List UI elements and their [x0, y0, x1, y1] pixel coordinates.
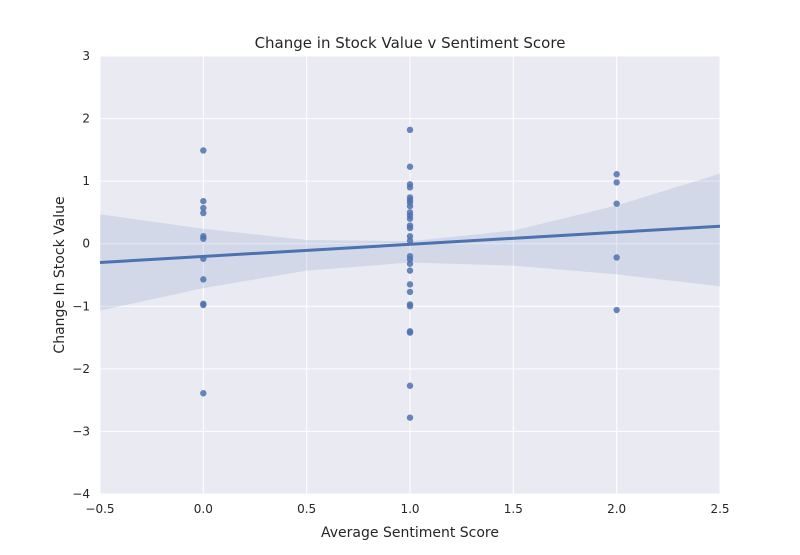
data-point: [406, 267, 414, 274]
data-point: [613, 171, 620, 178]
x-tick-label: 0.0: [194, 502, 213, 516]
data-point: [613, 306, 620, 314]
x-tick-label: 2.0: [607, 502, 626, 516]
tick-labels: −0.5 0.0 0.5 1.0 1.5 2.0 2.5 −4 −3 −2 −1 0 1 2 3: [72, 49, 729, 516]
data-point: [406, 184, 414, 191]
y-tick-label: −2: [72, 362, 90, 376]
regression-line-layer: [99, 224, 721, 264]
data-point: [200, 204, 207, 212]
data-point: [200, 301, 207, 309]
y-tick-label: 0: [82, 237, 90, 251]
data-points: [200, 126, 620, 421]
data-point: [613, 254, 620, 261]
data-point: [406, 215, 414, 222]
y-tick-label: −1: [72, 299, 90, 313]
y-tick-label: −4: [72, 487, 90, 501]
data-point: [200, 235, 207, 242]
data-point: [406, 329, 414, 336]
data-point: [406, 288, 414, 296]
x-tick-label: 2.5: [710, 502, 729, 516]
data-point: [406, 382, 414, 389]
data-point: [613, 179, 620, 186]
data-point: [406, 303, 414, 310]
x-tick-label: 1.0: [400, 502, 419, 516]
data-point: [406, 224, 414, 232]
data-point: [406, 256, 414, 263]
x-axis-label: Average Sentiment Score: [321, 525, 499, 541]
data-point: [406, 260, 414, 267]
y-tick-label: −3: [72, 424, 90, 438]
data-point: [200, 390, 207, 397]
y-axis-label: Change In Stock Value: [52, 196, 68, 353]
data-point: [200, 147, 207, 154]
x-tick-label: 0.5: [297, 502, 316, 516]
data-point: [406, 163, 414, 170]
data-point: [406, 202, 414, 210]
data-point: [200, 209, 207, 217]
x-tick-label: 1.5: [504, 502, 523, 516]
data-point: [406, 414, 414, 421]
data-point: [406, 281, 414, 288]
data-point: [200, 276, 207, 283]
y-tick-label: 1: [82, 174, 90, 188]
data-point: [200, 197, 207, 205]
y-tick-label: 2: [82, 112, 90, 126]
data-point: [613, 200, 620, 207]
chart-title: Change in Stock Value v Sentiment Score: [255, 34, 566, 52]
data-point: [406, 237, 414, 244]
data-point: [406, 233, 414, 240]
y-tick-label: 3: [82, 49, 90, 63]
data-point: [406, 126, 414, 134]
regression-line: [99, 224, 721, 264]
x-tick-label: −0.5: [85, 502, 114, 516]
